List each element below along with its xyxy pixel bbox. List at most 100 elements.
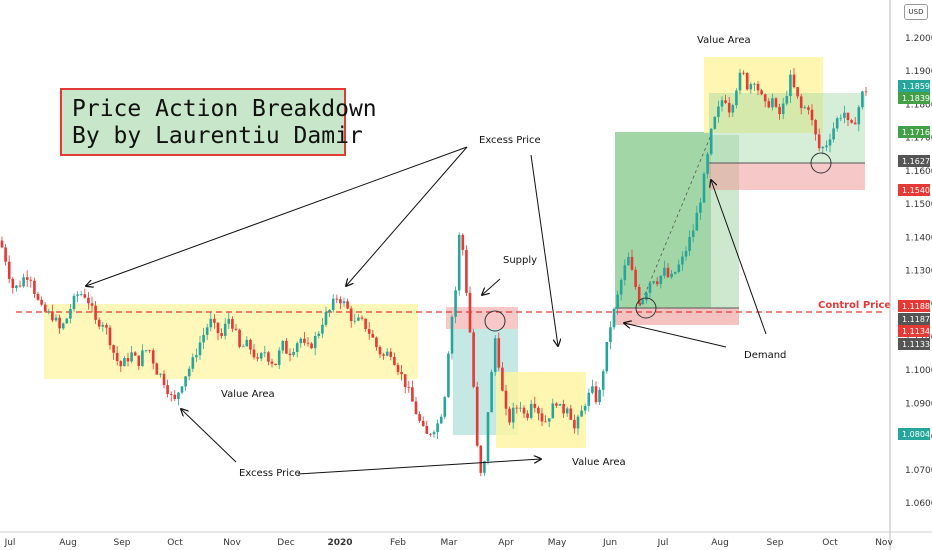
candle-body <box>360 317 364 319</box>
candle-body <box>267 352 270 362</box>
candle-body <box>180 386 184 393</box>
candle-body <box>472 332 475 387</box>
title-box: Price Action Breakdown By by Laurentiu D… <box>60 88 377 156</box>
price-tag-bg <box>898 300 930 312</box>
candle-body <box>335 298 339 300</box>
candle-body <box>162 373 166 386</box>
y-tick-label: 1.0700 <box>905 466 932 476</box>
price-tag-label: 1.1133 <box>902 340 930 349</box>
candle-body <box>357 317 360 321</box>
x-tick-label: 2020 <box>327 538 352 548</box>
right-stop-zone <box>709 163 865 190</box>
candle-body <box>216 322 220 334</box>
candle-body <box>461 234 465 250</box>
candle-body <box>385 351 389 356</box>
candle-body <box>187 368 191 377</box>
candle-body <box>22 277 25 287</box>
candle-body <box>670 273 673 278</box>
candle-body <box>861 91 864 108</box>
candle-body <box>486 412 490 462</box>
candle-body <box>825 145 828 148</box>
y-tick-label: 1.1100 <box>905 333 932 343</box>
candle-body <box>400 372 403 375</box>
candle-body <box>713 116 717 129</box>
candle-body <box>796 87 799 97</box>
candle-body <box>634 269 637 287</box>
candle-body <box>807 107 810 110</box>
candle-body <box>540 413 544 422</box>
price-tags: 1.1859 1.1839 1.1716 1.1627 1.1540 1.1188 1.11… <box>898 80 930 440</box>
candle-body <box>349 308 353 322</box>
candle-body <box>61 323 65 329</box>
arrow-supply <box>482 278 501 295</box>
arrow-excess-to-oct <box>181 409 237 463</box>
candle-body <box>828 139 832 146</box>
candle-body <box>234 328 238 330</box>
candle-body <box>655 281 659 285</box>
candle-body <box>587 392 591 406</box>
candle-body <box>447 353 450 398</box>
candle-body <box>292 352 295 356</box>
candle-body <box>378 347 382 355</box>
candle-body <box>454 290 457 317</box>
candle-body <box>645 292 648 301</box>
arrow-demand-to-jul <box>711 180 767 335</box>
candle-body <box>313 336 317 349</box>
candle-body <box>43 304 47 312</box>
candle-body <box>159 373 162 375</box>
long-target-zone <box>615 132 711 308</box>
candle-body <box>220 333 223 336</box>
x-tick-label: Oct <box>822 538 838 548</box>
x-tick-label: May <box>548 538 567 548</box>
candle-body <box>317 333 321 337</box>
candle-body <box>101 324 105 327</box>
candle-body <box>810 109 814 121</box>
candle-body <box>119 361 123 367</box>
candle-body <box>29 279 33 281</box>
x-tick-label: Aug <box>711 538 729 548</box>
candle-body <box>681 256 684 265</box>
candle-body <box>684 250 688 257</box>
candle-body <box>702 173 706 203</box>
candle-body <box>821 147 825 149</box>
candle-body <box>576 416 580 429</box>
candle-body <box>364 318 367 330</box>
label-demand: Demand <box>744 350 786 361</box>
price-tag-bg <box>898 338 930 350</box>
candle-body <box>497 338 501 368</box>
candle-body <box>47 311 51 313</box>
candle-body <box>742 72 745 74</box>
candle-body <box>562 403 565 414</box>
y-tick-label: 1.0900 <box>905 399 932 409</box>
candle-body <box>213 318 216 323</box>
candle-body <box>249 339 252 350</box>
title-line-1: Price Action Breakdown <box>72 96 377 122</box>
price-tag-bg <box>898 184 930 196</box>
candle-body <box>263 352 267 354</box>
candle-body <box>396 364 400 373</box>
candle-body <box>551 403 555 419</box>
candle-body <box>612 308 616 328</box>
x-tick-label: Apr <box>498 538 514 548</box>
candle-body <box>857 107 861 125</box>
candle-body <box>97 319 101 327</box>
candle-body <box>151 350 155 364</box>
candle-body <box>439 416 443 424</box>
candle-body <box>695 212 699 231</box>
candle-body <box>508 408 511 423</box>
candle-body <box>389 351 393 357</box>
label-excess-price-top: Excess Price <box>479 135 541 146</box>
candle-body <box>11 278 15 288</box>
candle-body <box>537 407 540 414</box>
candle-body <box>36 293 40 300</box>
candle-body <box>285 340 288 354</box>
retest-touch-circle <box>810 152 832 174</box>
candle-body <box>227 318 231 324</box>
currency-button[interactable]: USD <box>904 4 928 20</box>
candle-body <box>418 414 421 421</box>
candle-body <box>706 154 709 174</box>
candle-body <box>54 317 58 321</box>
candle-body <box>803 107 807 109</box>
candle-body <box>771 98 774 108</box>
label-value-area-1: Value Area <box>221 389 275 400</box>
